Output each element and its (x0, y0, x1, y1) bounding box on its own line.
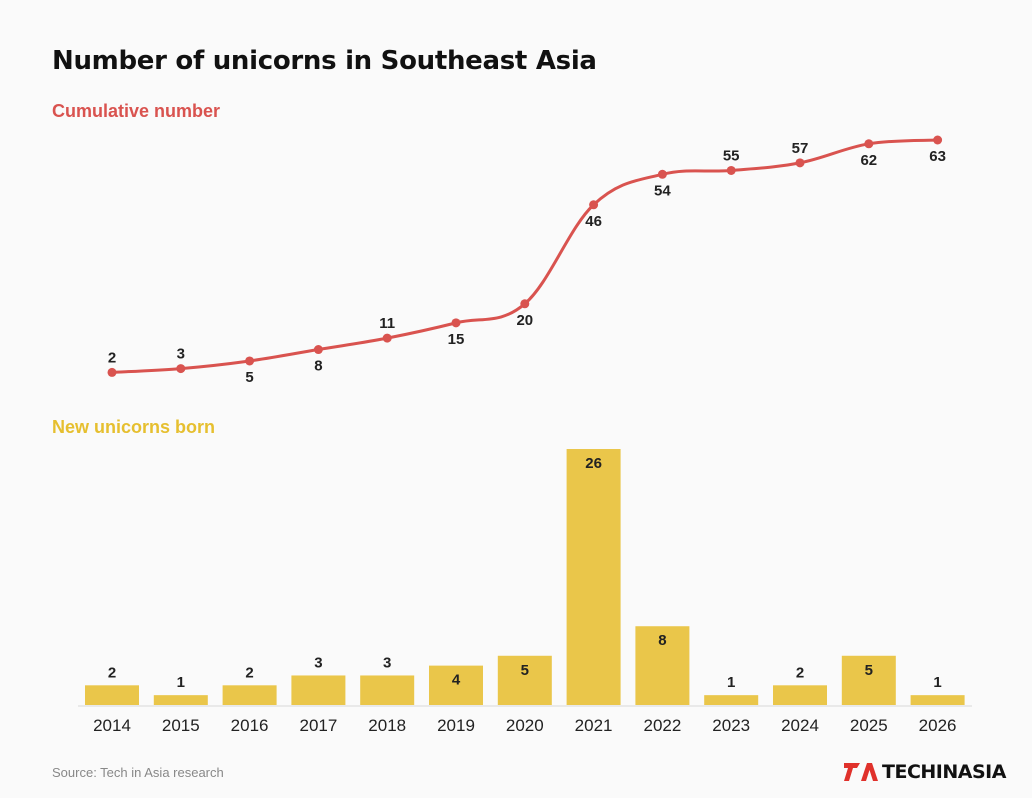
line-data-label: 8 (314, 358, 322, 375)
x-tick-label: 2021 (575, 716, 613, 735)
x-tick-label: 2017 (299, 716, 337, 735)
bar-data-label: 2 (245, 664, 253, 681)
line-data-label: 62 (860, 152, 877, 169)
bar (635, 626, 690, 705)
line-point (864, 139, 874, 149)
bar (291, 675, 346, 705)
bar (773, 685, 827, 705)
bar-data-label: 1 (727, 674, 735, 691)
x-tick-label: 2023 (712, 716, 750, 735)
line-point (589, 200, 599, 210)
line-data-label: 54 (654, 182, 671, 199)
x-tick-label: 2015 (162, 716, 200, 735)
line-point (795, 158, 805, 168)
bar (429, 665, 483, 705)
chart-title: Number of unicorns in Southeast Asia (52, 46, 597, 76)
line-data-label: 20 (516, 312, 533, 329)
line-point (313, 345, 323, 355)
bar-data-label: 5 (521, 662, 529, 679)
bar-data-label: 3 (383, 654, 391, 671)
x-tick-label: 2025 (850, 716, 888, 735)
line-data-label: 5 (245, 369, 253, 386)
logo-text: TECHINASIA (882, 761, 1006, 783)
line-point (451, 318, 461, 328)
bar (85, 685, 139, 705)
line-point (657, 169, 667, 179)
line-point (176, 364, 186, 374)
line-data-label: 3 (177, 346, 185, 363)
bar-data-label: 1 (177, 674, 185, 691)
bar (153, 695, 208, 705)
line-point (107, 367, 117, 377)
bar-data-label: 26 (585, 455, 602, 472)
line-point (245, 356, 255, 366)
bar-data-label: 3 (314, 654, 322, 671)
bar (841, 655, 896, 705)
line-data-label: 55 (723, 147, 740, 164)
line-data-label: 46 (585, 213, 602, 230)
line-data-label: 57 (792, 140, 809, 157)
x-tick-label: 2016 (231, 716, 269, 735)
cumulative-line-chart: 2 3 5 8 11 15 20 46 54 55 57 62 63 (107, 135, 946, 386)
line-point (933, 135, 943, 145)
line-data-label: 15 (448, 331, 465, 348)
x-tick-label: 2026 (919, 716, 957, 735)
x-tick-label: 2022 (643, 716, 681, 735)
line-data-label: 63 (929, 148, 946, 165)
bar-data-label: 2 (796, 664, 804, 681)
line-point (726, 165, 736, 175)
line-point (382, 333, 392, 343)
line-point (520, 299, 530, 309)
bar (566, 449, 621, 705)
techinasia-logo: TECHINASIA (844, 757, 1006, 787)
x-axis-ticks: 2014 2015 2016 2017 2018 2019 2020 2021 2022 2023… (93, 716, 956, 735)
x-tick-label: 2020 (506, 716, 544, 735)
bar-data-label: 4 (452, 672, 461, 689)
bar-data-label: 2 (108, 664, 116, 681)
cumulative-series-line (110, 138, 940, 374)
bar (222, 685, 277, 705)
bar-data-label: 5 (865, 662, 873, 679)
line-data-label: 2 (108, 349, 116, 366)
line-data-label: 11 (379, 315, 395, 332)
bar-data-label: 1 (933, 674, 941, 691)
x-tick-label: 2024 (781, 716, 819, 735)
bar (360, 675, 415, 705)
bar-chart-title: New unicorns born (52, 417, 216, 437)
bar (910, 695, 965, 705)
x-tick-label: 2019 (437, 716, 475, 735)
bar-data-label: 8 (658, 632, 666, 649)
x-tick-label: 2014 (93, 716, 131, 735)
bar (704, 695, 759, 705)
bar (497, 655, 552, 705)
source-note: Source: Tech in Asia research (52, 765, 224, 780)
techinasia-mark-icon (844, 763, 878, 781)
x-tick-label: 2018 (368, 716, 406, 735)
new-unicorns-bar-chart: 2 1 2 3 3 4 5 26 8 1 2 5 1 (85, 449, 965, 705)
line-chart-title: Cumulative number (52, 101, 221, 121)
